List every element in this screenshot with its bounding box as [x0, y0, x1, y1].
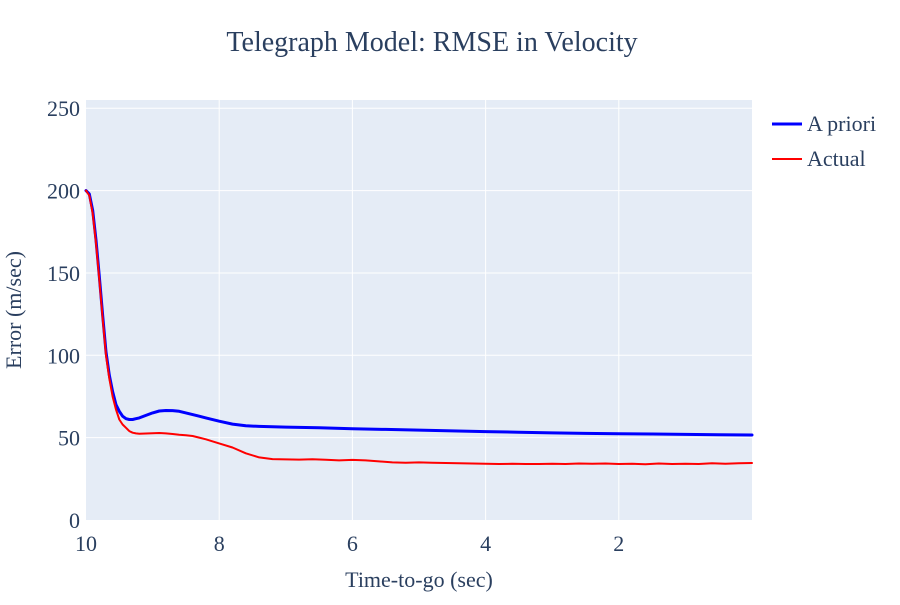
- y-tick-label: 150: [47, 261, 80, 286]
- legend-item-a-priori[interactable]: A priori: [772, 111, 876, 136]
- y-tick-label: 0: [69, 508, 80, 533]
- x-tick-label: 6: [347, 531, 358, 556]
- x-tick-label: 4: [480, 531, 491, 556]
- y-tick-label: 100: [47, 343, 80, 368]
- y-tick-label: 200: [47, 179, 80, 204]
- legend-label: Actual: [807, 146, 866, 171]
- y-axis-title: Error (m/sec): [1, 251, 26, 369]
- series-lines: [84, 189, 754, 466]
- plot-area: [86, 100, 752, 520]
- series-line-actual: [85, 189, 753, 466]
- legend-item-actual[interactable]: Actual: [772, 146, 866, 171]
- legend[interactable]: A priori Actual: [772, 111, 876, 171]
- axis-ticks: 10 8 6 4 2 0 50 100 150 200 250: [47, 96, 624, 556]
- chart-title: Telegraph Model: RMSE in Velocity: [226, 27, 637, 58]
- legend-label: A priori: [807, 111, 876, 136]
- x-tick-label: 8: [214, 531, 225, 556]
- x-tick-label: 10: [75, 531, 97, 556]
- y-tick-label: 50: [58, 426, 80, 451]
- x-axis-title: Time-to-go (sec): [345, 567, 493, 592]
- y-tick-label: 250: [47, 96, 80, 121]
- x-tick-label: 2: [613, 531, 624, 556]
